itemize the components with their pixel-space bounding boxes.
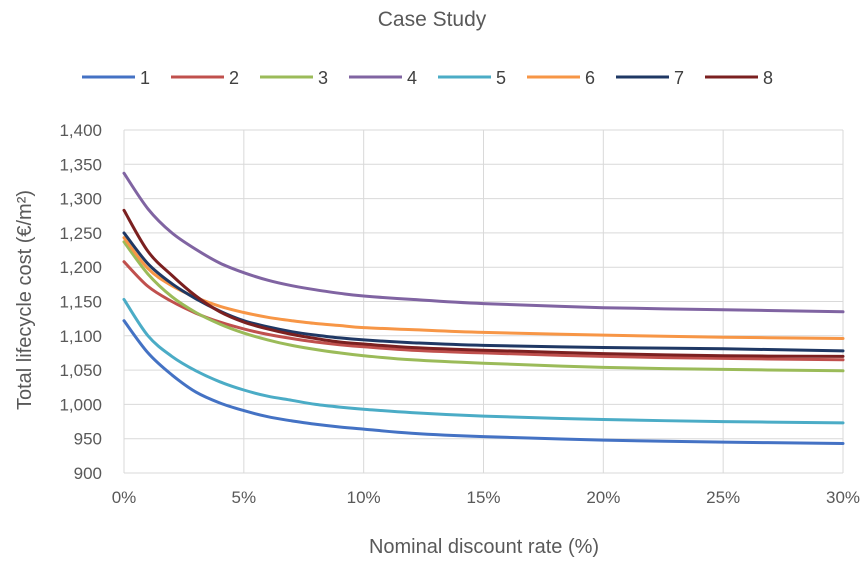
legend-label-2: 2 bbox=[229, 68, 239, 88]
legend-label-7: 7 bbox=[674, 68, 684, 88]
y-tick-label: 1,050 bbox=[59, 361, 102, 380]
y-axis: 900 950 1,000 1,050 1,100 1,150 1,200 1,250 1,30… bbox=[59, 121, 102, 483]
y-tick-label: 1,400 bbox=[59, 121, 102, 140]
legend-label-6: 6 bbox=[585, 68, 595, 88]
x-tick-label: 25% bbox=[706, 488, 740, 507]
x-tick-label: 10% bbox=[347, 488, 381, 507]
y-tick-label: 1,100 bbox=[59, 327, 102, 346]
series-line-1 bbox=[122, 319, 845, 445]
x-tick-label: 20% bbox=[586, 488, 620, 507]
y-tick-label: 1,300 bbox=[59, 190, 102, 209]
x-tick-label: 0% bbox=[112, 488, 137, 507]
y-tick-label: 1,250 bbox=[59, 224, 102, 243]
series-group bbox=[122, 171, 845, 445]
y-tick-label: 1,150 bbox=[59, 293, 102, 312]
legend-label-3: 3 bbox=[318, 68, 328, 88]
y-tick-label: 1,200 bbox=[59, 258, 102, 277]
series-line-5 bbox=[122, 297, 845, 425]
legend-label-8: 8 bbox=[763, 68, 773, 88]
x-axis: 0% 5% 10% 15% 20% 25% 30% bbox=[112, 488, 860, 507]
series-line-7 bbox=[122, 231, 845, 353]
x-tick-label: 15% bbox=[466, 488, 500, 507]
y-tick-label: 1,000 bbox=[59, 395, 102, 414]
x-tick-label: 30% bbox=[826, 488, 860, 507]
x-tick-label: 5% bbox=[232, 488, 257, 507]
legend-label-1: 1 bbox=[140, 68, 150, 88]
y-tick-label: 950 bbox=[74, 430, 102, 449]
x-axis-title: Nominal discount rate (%) bbox=[369, 536, 599, 558]
legend-label-5: 5 bbox=[496, 68, 506, 88]
legend: 1 2 3 4 5 6 7 8 bbox=[82, 68, 773, 88]
legend-label-4: 4 bbox=[407, 68, 417, 88]
y-tick-label: 900 bbox=[74, 464, 102, 483]
chart-title: Case Study bbox=[378, 8, 487, 31]
series-line-4 bbox=[122, 171, 845, 314]
y-tick-label: 1,350 bbox=[59, 155, 102, 174]
series-line-8 bbox=[122, 208, 845, 358]
y-axis-title: Total lifecycle cost (€/m²) bbox=[14, 190, 36, 410]
series-line-3 bbox=[122, 240, 845, 373]
